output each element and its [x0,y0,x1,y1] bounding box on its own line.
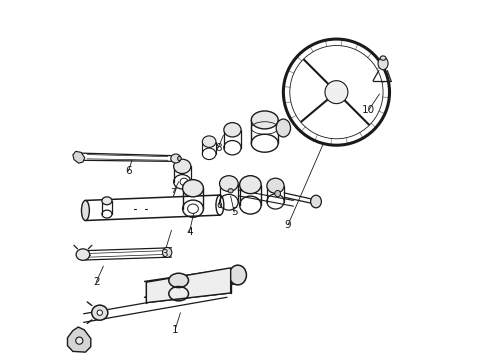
Text: 1: 1 [172,325,178,335]
Text: 9: 9 [285,220,292,230]
Text: 5: 5 [231,207,238,217]
Ellipse shape [240,176,261,194]
Ellipse shape [76,249,90,260]
Text: 8: 8 [215,143,221,153]
Ellipse shape [276,119,291,137]
Ellipse shape [251,111,278,129]
Ellipse shape [173,159,191,174]
Ellipse shape [218,203,221,208]
Ellipse shape [378,57,388,70]
Ellipse shape [81,201,89,221]
Ellipse shape [169,273,189,288]
Circle shape [329,85,343,99]
Ellipse shape [76,337,83,344]
Ellipse shape [171,154,181,163]
Ellipse shape [275,190,280,197]
Ellipse shape [202,136,216,147]
Ellipse shape [224,123,241,137]
Circle shape [325,81,348,104]
Circle shape [333,89,340,96]
Ellipse shape [183,180,203,197]
Ellipse shape [220,176,238,192]
Ellipse shape [97,310,102,315]
Text: 7: 7 [170,188,176,198]
Ellipse shape [188,204,198,213]
Polygon shape [68,327,91,352]
Ellipse shape [229,265,246,285]
Ellipse shape [163,247,172,257]
Text: 4: 4 [186,227,193,237]
Text: 2: 2 [93,277,99,287]
Ellipse shape [228,189,233,193]
Ellipse shape [267,178,284,193]
Polygon shape [73,151,85,163]
Ellipse shape [102,197,112,205]
Polygon shape [147,268,231,303]
Text: 6: 6 [125,166,132,176]
Ellipse shape [177,156,181,161]
Text: 3: 3 [161,248,168,258]
Text: 10: 10 [362,105,375,115]
Ellipse shape [311,195,321,208]
Ellipse shape [180,178,188,185]
Ellipse shape [380,56,386,60]
Ellipse shape [92,305,108,320]
